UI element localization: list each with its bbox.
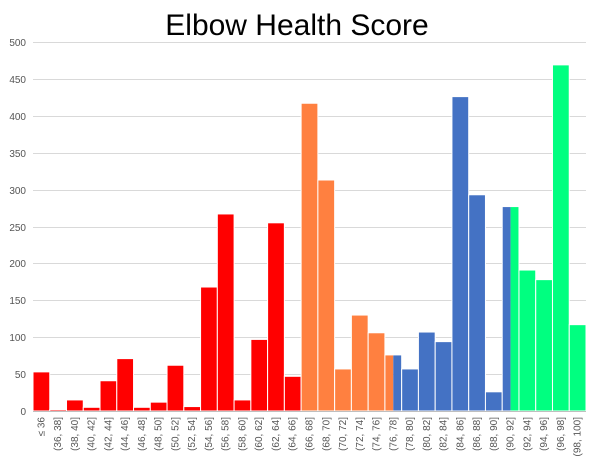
y-tick-labels: 0 50 100 150 200 250 300 350 400 450 500	[9, 38, 26, 418]
bar	[434, 341, 453, 412]
x-tick-label: (46, 48]	[137, 417, 148, 451]
bar	[133, 406, 151, 412]
bar	[233, 399, 252, 412]
bar	[300, 102, 319, 412]
bar	[66, 399, 84, 412]
bar	[32, 371, 51, 412]
bar	[283, 375, 302, 412]
bar	[267, 222, 285, 412]
x-tick-label: (36, 38]	[53, 417, 64, 451]
y-tick-label: 150	[9, 296, 26, 307]
x-tick-label: (44, 46]	[120, 417, 131, 451]
x-tick-label: (42, 44]	[103, 417, 114, 451]
bar	[317, 179, 336, 412]
x-tick-label: (98, 100]	[573, 417, 584, 457]
bar	[166, 364, 185, 412]
bar	[568, 324, 587, 412]
y-tick-label: 250	[9, 223, 26, 234]
x-tick-label: (50, 52]	[170, 417, 181, 451]
bar	[183, 406, 202, 412]
x-tick-label: (92, 94]	[522, 417, 533, 451]
x-tick-label: (72, 74]	[355, 417, 366, 451]
x-tick-label: ≤ 36	[36, 417, 47, 437]
bar	[484, 391, 503, 412]
x-tick-label: (68, 70]	[321, 417, 332, 451]
y-tick-label: 350	[9, 149, 26, 160]
y-tick-label: 400	[9, 112, 26, 123]
bar-layer	[32, 64, 587, 412]
x-tick-label: (40, 42]	[87, 417, 98, 451]
y-tick-label: 0	[20, 407, 26, 418]
bar	[116, 358, 135, 412]
x-tick-label: (86, 88]	[472, 417, 483, 451]
bar	[535, 279, 553, 412]
bar	[99, 380, 118, 412]
x-tick-label: (70, 72]	[338, 417, 349, 451]
x-tick-label: (56, 58]	[221, 417, 232, 451]
x-tick-label: (64, 66]	[288, 417, 299, 451]
bar-segment	[510, 206, 519, 411]
y-tick-label: 500	[9, 38, 26, 49]
bar	[401, 368, 419, 412]
bar	[334, 368, 352, 412]
x-tick-label: (96, 98]	[556, 417, 567, 451]
chart-title: Elbow Health Score	[165, 9, 429, 42]
x-tick-label: (76, 78]	[388, 417, 399, 451]
bar-segment	[393, 354, 402, 411]
y-tick-label: 100	[9, 333, 26, 344]
x-tick-label: (94, 96]	[539, 417, 550, 451]
bar	[451, 96, 470, 412]
x-tick-label: (82, 84]	[439, 417, 450, 451]
y-tick-label: 50	[15, 370, 27, 381]
x-tick-label: (38, 40]	[70, 417, 81, 451]
bar	[149, 401, 168, 412]
x-tick-label: (52, 54]	[187, 417, 198, 451]
bar	[468, 194, 486, 412]
bar	[417, 331, 436, 412]
bar-segment	[384, 354, 394, 411]
x-tick-label: (80, 82]	[422, 417, 433, 451]
x-tick-labels: ≤ 36 (36, 38] (38, 40] (40, 42] (42, 44] (44,…	[36, 417, 583, 457]
x-tick-label: (54, 56]	[204, 417, 215, 451]
bar	[250, 338, 269, 412]
x-tick-label: (62, 64]	[271, 417, 282, 451]
bar-segment	[502, 206, 511, 411]
bar	[367, 332, 386, 412]
y-tick-label: 200	[9, 259, 26, 270]
x-tick-label: (88, 90]	[489, 417, 500, 451]
x-tick-label: (84, 86]	[455, 417, 466, 451]
bar	[49, 409, 68, 412]
bar	[350, 314, 369, 412]
y-tick-label: 450	[9, 75, 26, 86]
bar	[82, 406, 101, 412]
x-tick-label: (66, 68]	[305, 417, 316, 451]
x-tick-label: (58, 60]	[237, 417, 248, 451]
bar	[518, 269, 537, 412]
x-tick-label: (74, 76]	[372, 417, 383, 451]
bar	[200, 286, 218, 412]
x-tick-label: (48, 50]	[154, 417, 165, 451]
x-tick-label: (60, 62]	[254, 417, 265, 451]
y-tick-label: 300	[9, 186, 26, 197]
x-tick-label: (90, 92]	[506, 417, 517, 451]
bar	[216, 213, 235, 412]
bar	[551, 64, 570, 412]
x-tick-label: (78, 80]	[405, 417, 416, 451]
